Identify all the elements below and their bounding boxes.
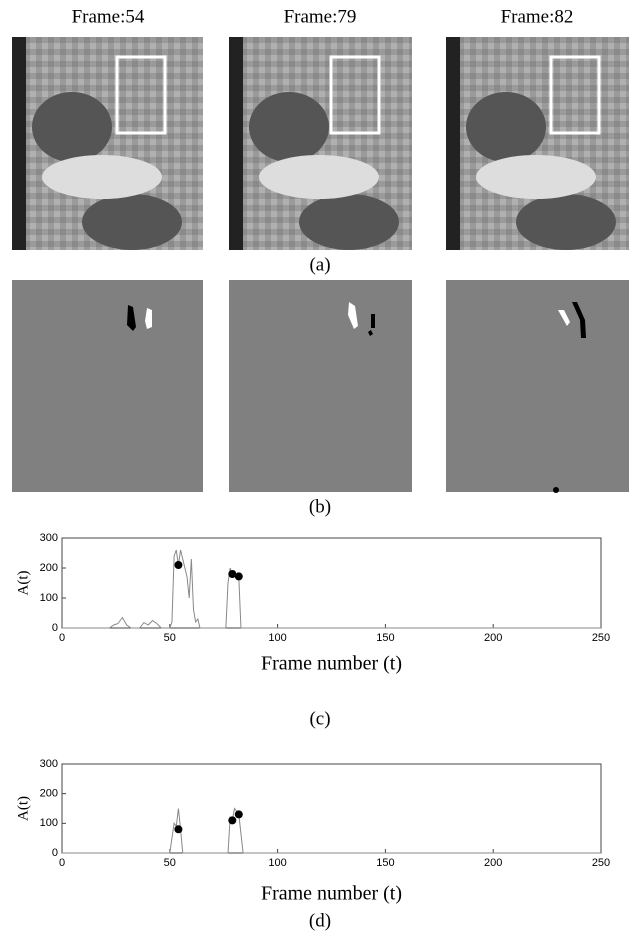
x-axis-label: Frame number (t) [261,653,402,675]
frame-image [446,37,629,250]
segmentation-images [12,280,629,493]
y-tick-label: 200 [40,562,58,574]
x-tick-label: 0 [59,632,65,644]
x-tick-label: 250 [592,632,610,644]
y-tick-label: 300 [40,758,58,770]
marker [228,570,237,578]
segmentation-image [446,280,629,493]
figure-texts: Frame:54 Frame:79 Frame:82 (a) (b) [72,6,574,517]
segmentation-image [229,280,412,492]
y-axis-label: A(t) [15,571,31,596]
x-tick-label: 100 [268,632,286,644]
plot-area [61,763,602,854]
plot-area [61,537,602,629]
x-tick-label: 0 [59,857,65,869]
frame-title: Frame:79 [284,6,357,27]
data-line [62,549,601,629]
marker [234,810,243,819]
frame-image [229,37,412,250]
marker [174,825,183,834]
y-tick-label: 0 [52,622,58,634]
marker [228,816,237,825]
y-tick-label: 0 [52,847,58,859]
caption: (a) [309,254,330,275]
x-tick-label: 50 [164,632,176,644]
chart: 0 100 200 300 0 50 100 150 200 250 A(t) Frame numbe… [15,532,610,729]
x-tick-label: 100 [268,857,286,869]
frame-title: Frame:82 [501,6,574,27]
segmentation-image [12,280,203,492]
caption: (d) [309,910,331,931]
marker [234,572,243,581]
marker [174,561,183,569]
caption: (b) [309,496,331,517]
frame-images [12,37,629,250]
chart: 0 100 200 300 0 50 100 150 200 250 A(t) Frame numbe… [15,758,610,931]
y-tick-label: 100 [40,817,58,829]
x-tick-label: 200 [484,632,502,644]
x-tick-label: 150 [376,632,394,644]
x-tick-label: 200 [484,857,502,869]
x-axis-label: Frame number (t) [261,883,402,905]
y-tick-label: 300 [40,532,58,544]
y-axis-label: A(t) [15,796,31,821]
y-tick-label: 100 [40,592,58,604]
x-tick-label: 50 [164,857,176,869]
caption: (c) [309,708,330,729]
x-tick-label: 250 [592,857,610,869]
frame-title: Frame:54 [72,6,145,27]
x-tick-label: 150 [376,857,394,869]
frame-image [12,37,203,250]
y-tick-label: 200 [40,788,58,800]
